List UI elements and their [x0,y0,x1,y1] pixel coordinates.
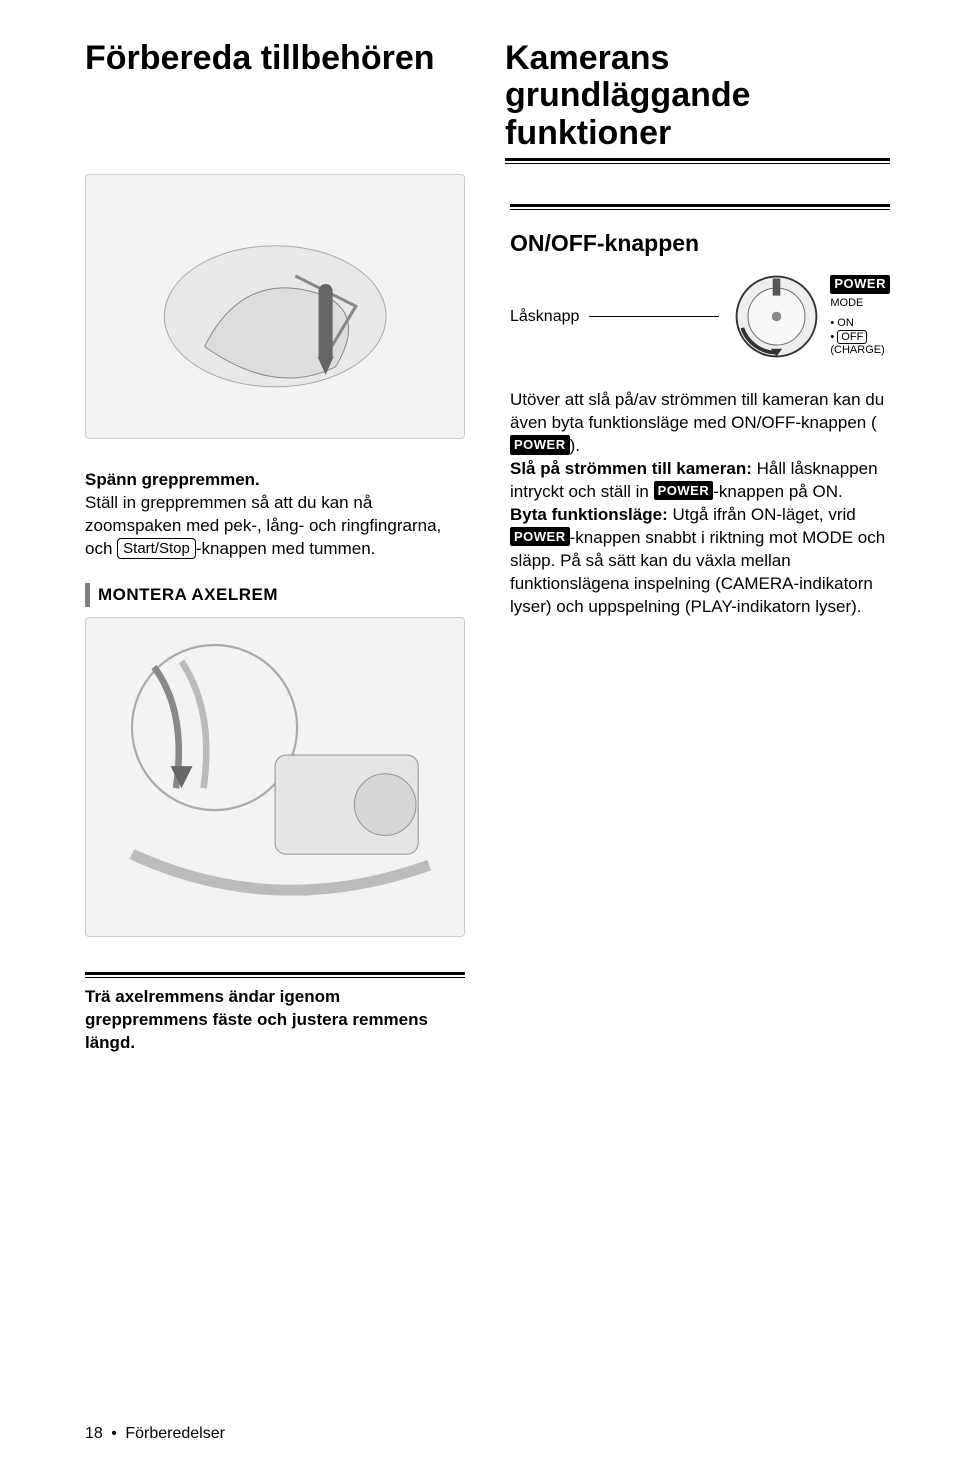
right-para-2: Slå på strömmen till kameran: Håll låskn… [510,458,890,504]
dial-mode: MODE [830,297,890,311]
dial-on: ON [837,317,854,329]
left-paragraph: Spänn greppremmen. Ställ in greppremmen … [85,469,465,561]
grip-illustration [85,174,465,439]
left-column: Spänn greppremmen. Ställ in greppremmen … [85,174,465,1055]
power-dial-illustration [729,269,824,364]
dial-row: Låsknapp POWER MODE • ON • OFF (CHA [510,269,890,364]
heading-right-l1: Kamerans grundläggande [505,40,890,115]
lock-label: Låsknapp [510,308,579,326]
page-footer: 18 • Förberedelser [85,1425,225,1443]
chapter-name: Förberedelser [125,1425,225,1442]
r-p2-lead: Slå på strömmen till kameran: [510,459,752,478]
r-p1b: ). [570,436,580,455]
dial-labels: POWER MODE • ON • OFF (CHARGE) [830,275,890,358]
power-badge-2: POWER [654,481,714,501]
right-sub-rule [510,204,890,210]
right-para-1: Utöver att slå på/av strömmen till kamer… [510,389,890,458]
left-p2b: -knappen med tummen. [196,539,376,558]
left-bottom-text: Trä axelremmens ändar igenom greppremmen… [85,986,465,1055]
heading-left: Förbereda tillbehören [85,40,465,77]
top-headings: Förbereda tillbehören Kamerans grundlägg… [85,40,890,164]
startstop-keycap: Start/Stop [117,538,196,560]
left-p1: Spänn greppremmen. [85,470,260,489]
r-p2b: -knappen på ON. [713,482,842,501]
r-p3-lead: Byta funktionsläge: [510,505,668,524]
section-label: MONTERA AXELREM [98,583,278,607]
power-badge-1: POWER [510,435,570,455]
right-column: ON/OFF-knappen Låsknapp POWER MODE • ON [510,174,890,1055]
right-subheading: ON/OFF-knappen [510,230,890,257]
left-bottom-rule [85,972,465,978]
dial-charge: (CHARGE) [830,344,890,358]
r-p3a: Utgå ifrån ON-läget, vrid [668,505,856,524]
section-montera: MONTERA AXELREM [85,583,465,607]
footer-bullet: • [111,1425,117,1442]
right-para-3: Byta funktionsläge: Utgå ifrån ON-läget,… [510,504,890,619]
dial-off: OFF [837,330,867,344]
power-badge-3: POWER [510,527,570,547]
heading-right-l2: funktioner [505,115,890,152]
strap-illustration [85,617,465,937]
dial-power-badge: POWER [830,275,890,293]
r-p1a: Utöver att slå på/av strömmen till kamer… [510,390,884,432]
page-number: 18 [85,1425,103,1442]
heading-underline [505,158,890,164]
